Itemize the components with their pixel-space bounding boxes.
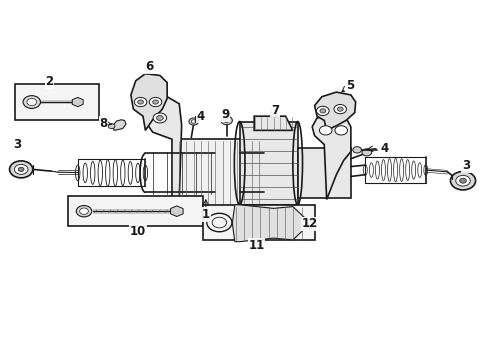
Circle shape [459,178,466,183]
Circle shape [134,98,146,107]
Circle shape [23,96,41,108]
Circle shape [334,126,347,135]
Circle shape [455,175,469,186]
Circle shape [361,149,371,156]
Text: 12: 12 [301,217,317,230]
Circle shape [319,109,325,113]
Circle shape [14,165,28,174]
Text: 5: 5 [345,79,353,92]
Circle shape [76,206,92,217]
Text: 10: 10 [130,225,146,238]
Circle shape [333,104,346,114]
Polygon shape [314,92,355,130]
Circle shape [152,100,158,104]
Polygon shape [170,206,183,216]
Text: 4: 4 [380,141,388,154]
Circle shape [449,171,475,190]
Polygon shape [113,120,126,130]
Circle shape [316,106,328,116]
Circle shape [352,147,361,153]
Bar [297,148,350,198]
Circle shape [18,167,24,171]
Circle shape [305,220,316,228]
Circle shape [10,161,33,178]
Circle shape [80,208,88,215]
Circle shape [223,118,229,123]
Text: 4: 4 [197,110,204,123]
Text: 3: 3 [13,138,21,151]
Text: 3: 3 [461,159,469,172]
Bar [239,122,297,205]
Polygon shape [254,116,292,130]
Bar [68,196,203,226]
Text: 2: 2 [45,75,54,88]
Text: 9: 9 [221,108,229,121]
Circle shape [308,222,313,226]
Circle shape [153,113,166,123]
Circle shape [108,123,115,129]
Text: 8: 8 [99,117,107,130]
Bar [203,205,314,240]
Circle shape [319,126,331,135]
Circle shape [156,116,163,121]
Circle shape [337,107,343,111]
Bar [15,84,99,120]
Circle shape [221,116,232,125]
Polygon shape [232,205,311,242]
Circle shape [191,120,196,123]
Text: 7: 7 [270,104,279,117]
Circle shape [188,118,198,125]
Polygon shape [131,74,167,130]
Circle shape [27,99,37,105]
Circle shape [149,98,162,107]
Polygon shape [311,114,350,199]
Text: 6: 6 [145,60,153,73]
Polygon shape [145,97,181,207]
Polygon shape [72,98,83,107]
Text: 11: 11 [248,239,264,252]
Text: 1: 1 [202,208,209,221]
Circle shape [138,100,143,104]
Bar [174,139,264,207]
